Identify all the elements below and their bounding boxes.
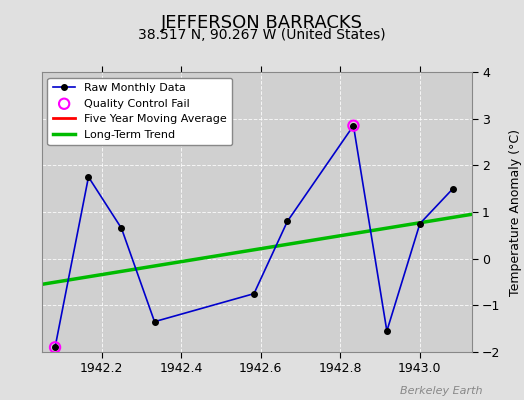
Legend: Raw Monthly Data, Quality Control Fail, Five Year Moving Average, Long-Term Tren: Raw Monthly Data, Quality Control Fail, … <box>48 78 233 145</box>
Text: 38.517 N, 90.267 W (United States): 38.517 N, 90.267 W (United States) <box>138 28 386 42</box>
Raw Monthly Data <box>384 329 390 334</box>
Raw Monthly Data <box>284 219 290 224</box>
Line: Raw Monthly Data: Raw Monthly Data <box>52 123 456 350</box>
Y-axis label: Temperature Anomaly (°C): Temperature Anomaly (°C) <box>509 128 522 296</box>
Raw Monthly Data <box>450 186 456 191</box>
Raw Monthly Data <box>350 123 356 128</box>
Raw Monthly Data <box>52 345 58 350</box>
Text: JEFFERSON BARRACKS: JEFFERSON BARRACKS <box>161 14 363 32</box>
Raw Monthly Data <box>85 174 92 179</box>
Raw Monthly Data <box>417 221 423 226</box>
Text: Berkeley Earth: Berkeley Earth <box>400 386 482 396</box>
Raw Monthly Data <box>151 319 158 324</box>
Raw Monthly Data <box>118 226 125 231</box>
Quality Control Fail <box>51 344 59 350</box>
Quality Control Fail <box>349 122 357 129</box>
Raw Monthly Data <box>251 291 257 296</box>
